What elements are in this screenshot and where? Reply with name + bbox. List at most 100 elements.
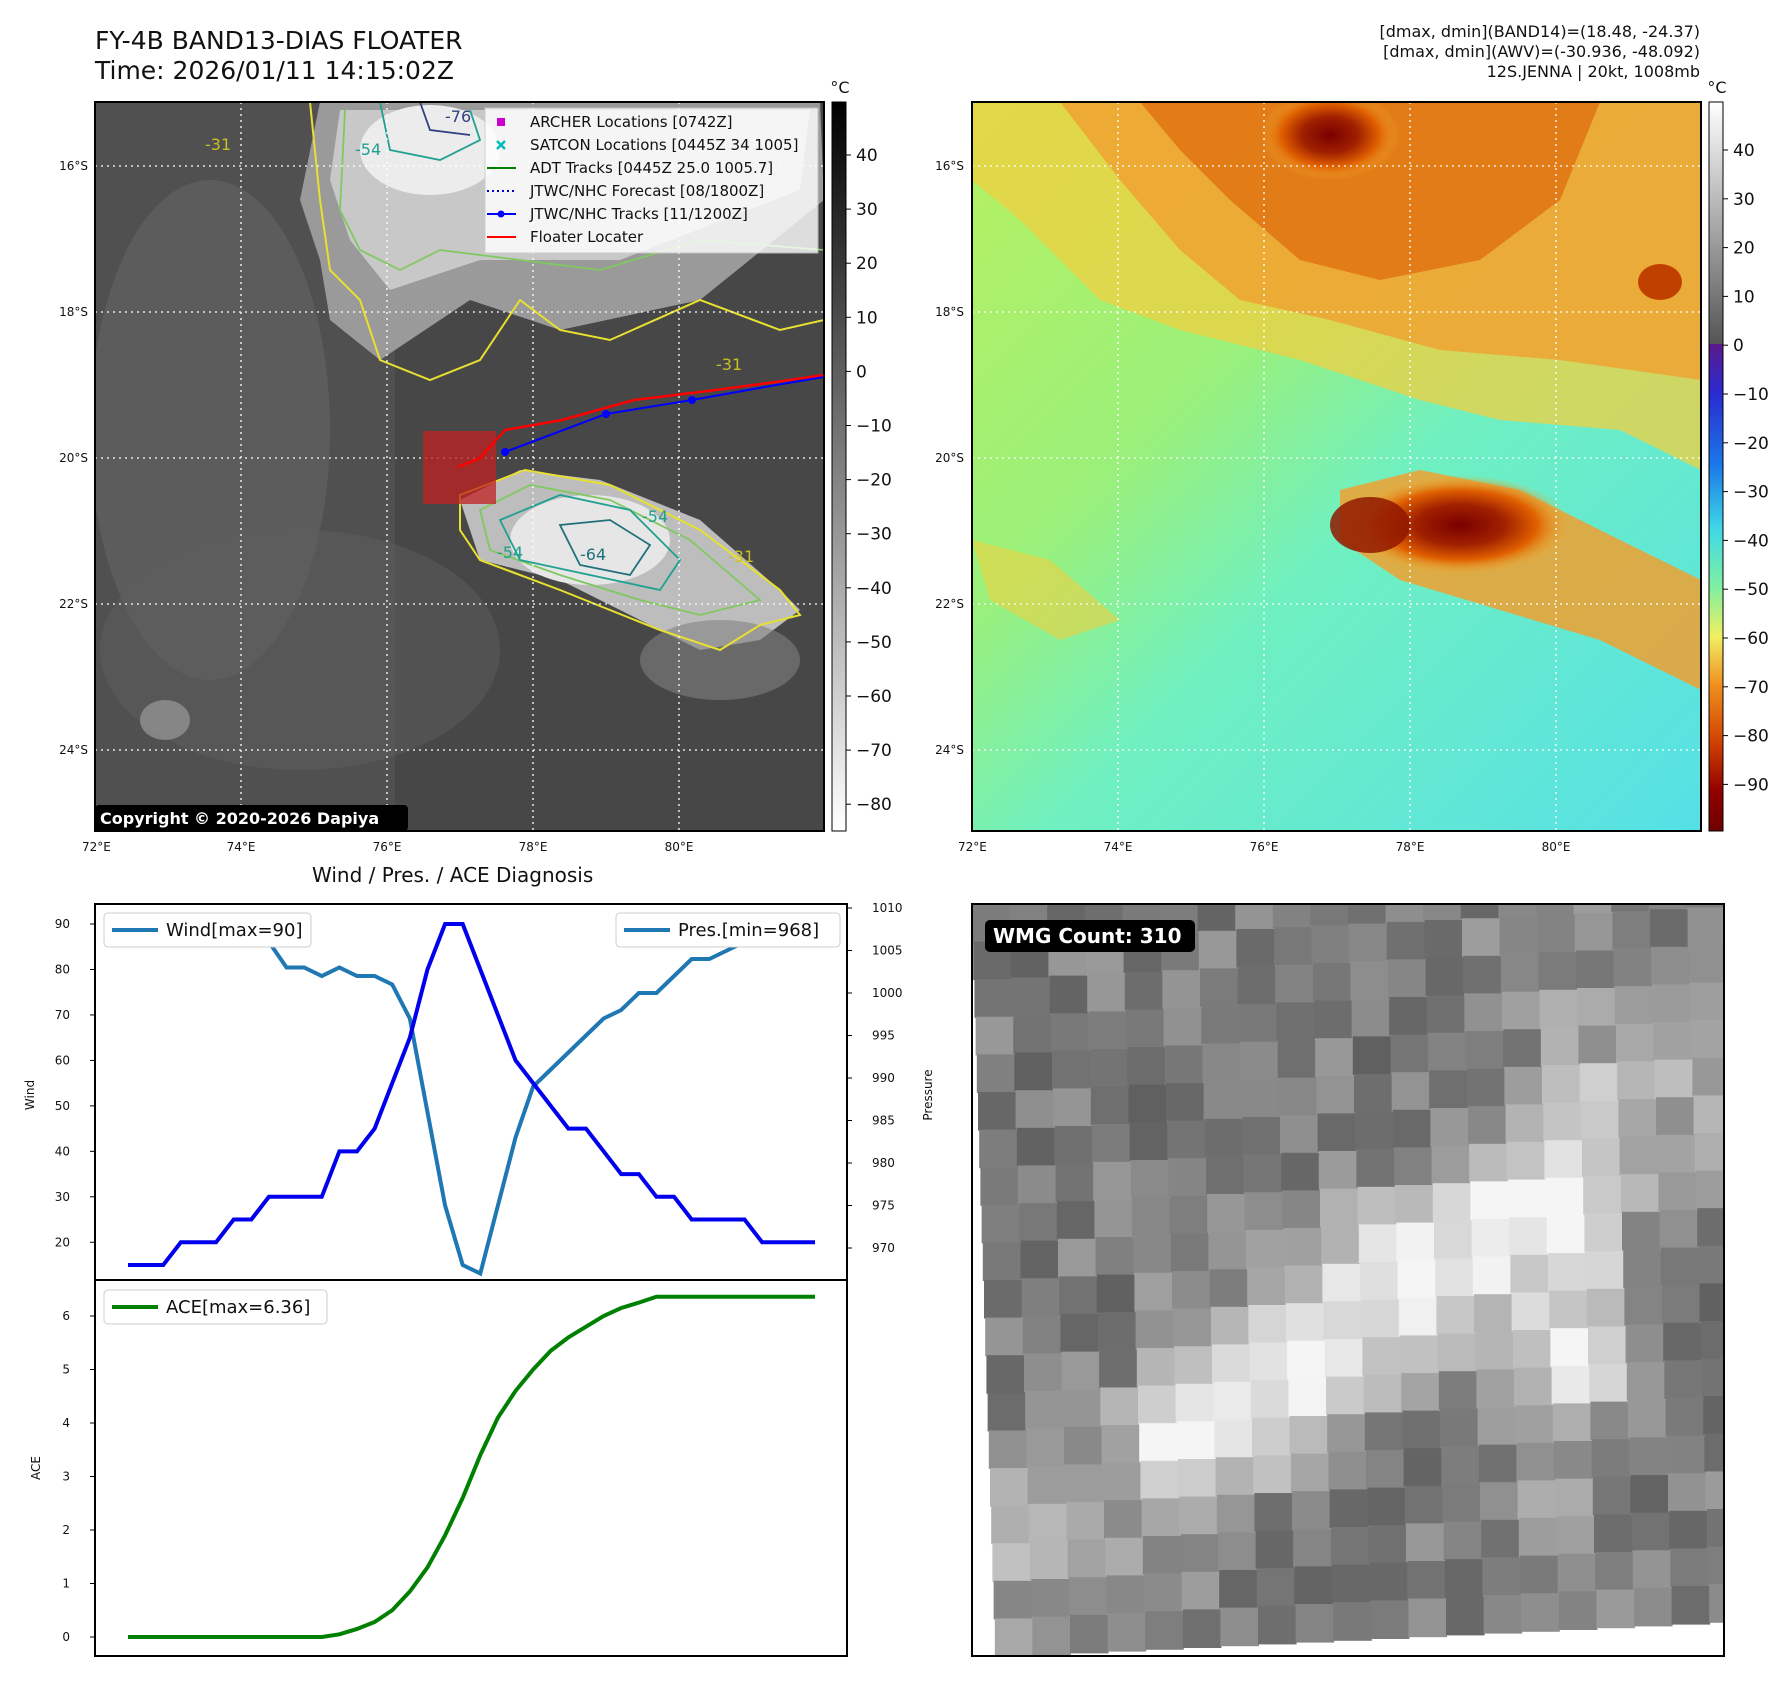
lon-label: 74°E xyxy=(1104,840,1133,854)
pressure-tick-label: 1000 xyxy=(872,986,903,1000)
ace-tick-label: 4 xyxy=(62,1416,70,1430)
ace-tick-label: 3 xyxy=(62,1470,70,1484)
awv-colorbar-tick: −60 xyxy=(1733,629,1769,649)
contour-31-south xyxy=(459,468,802,652)
legend-marker-square xyxy=(497,118,505,126)
floater-locater-track xyxy=(457,373,824,469)
awv-colorbar-warm xyxy=(1709,102,1723,344)
pressure-tick-label: 1005 xyxy=(872,944,903,958)
wind-tick-label: 30 xyxy=(55,1190,70,1204)
wind-legend xyxy=(103,912,312,948)
copyright-text: Copyright © 2020-2026 Dapiya xyxy=(100,809,379,828)
lon-label: 76°E xyxy=(373,840,402,854)
ir-colorbar-unit: °C xyxy=(830,78,849,97)
lon-label: 76°E xyxy=(1250,840,1279,854)
pressure-legend xyxy=(615,912,841,948)
lat-label: 20°S xyxy=(935,451,964,465)
pressure-tick-label: 975 xyxy=(872,1199,895,1213)
awv-colorbar-unit: °C xyxy=(1707,78,1726,97)
wind-tick-label: 70 xyxy=(55,1008,70,1022)
awv-colorbar-tick: −70 xyxy=(1733,678,1769,698)
awv-colorbar-tick: −30 xyxy=(1733,483,1769,503)
awv-colorbar-tick: 0 xyxy=(1733,336,1744,356)
pressure-tick-label: 970 xyxy=(872,1241,895,1255)
lat-label: 16°S xyxy=(59,159,88,173)
wind-tick-label: 50 xyxy=(55,1099,70,1113)
ir-colorbar-ticks: 40 30 20 10 0 −10 −20 −30 −40 −50 −60 −70 −80 xyxy=(846,146,892,815)
legend-label: Floater Locater xyxy=(530,228,644,246)
cold-cloud-south xyxy=(1350,475,1570,575)
pressure-tick-label: 995 xyxy=(872,1029,895,1043)
pressure-tick-label: 1010 xyxy=(872,901,903,915)
contour-31-north xyxy=(309,102,824,382)
ir-colorbar-tick: −50 xyxy=(856,633,892,653)
wmg-count-badge xyxy=(985,920,1195,952)
lon-label: 74°E xyxy=(227,840,256,854)
lon-label: 80°E xyxy=(1542,840,1571,854)
lon-label: 72°E xyxy=(82,840,111,854)
wind-axis-label: Wind xyxy=(23,1080,37,1110)
contour-label: -31 xyxy=(728,547,754,566)
awv-map-panel: 72°E 74°E 76°E 78°E 80°E 16°S 18°S 20°S … xyxy=(935,78,1769,854)
ir-colorbar-tick: 10 xyxy=(856,308,878,328)
ir-colorbar-tick: −20 xyxy=(856,471,892,491)
wind-pressure-chart: 90 80 70 60 50 40 30 20 1010 1005 1000 995 990 985 98… xyxy=(23,901,935,1281)
lat-label: 24°S xyxy=(935,743,964,757)
pressure-legend-label: Pres.[min=968] xyxy=(678,920,819,941)
ir-colorbar-tick: 0 xyxy=(856,362,867,382)
contour-label: -54 xyxy=(642,507,668,526)
wmg-panel: WMG Count: 310 xyxy=(971,903,1725,1657)
lat-label: 22°S xyxy=(935,597,964,611)
ir-colorbar-tick: −30 xyxy=(856,525,892,545)
stats-line-2: [dmax, dmin](AWV)=(-30.936, -48.092) xyxy=(1383,42,1700,61)
diagnosis-title: Wind / Pres. / ACE Diagnosis xyxy=(312,863,594,887)
awv-colorbar-tick: 30 xyxy=(1733,190,1755,210)
ace-legend xyxy=(103,1289,328,1325)
contour-label: -54 xyxy=(497,543,523,562)
awv-colorbar-tick: 20 xyxy=(1733,239,1755,259)
track-legend xyxy=(484,107,819,254)
ir-colorbar-tick: −10 xyxy=(856,417,892,437)
wind-tick-label: 60 xyxy=(55,1053,70,1067)
wind-tick-label: 40 xyxy=(55,1144,70,1158)
ace-legend-label: ACE[max=6.36] xyxy=(166,1297,310,1318)
contour-label: -64 xyxy=(580,545,606,564)
ir-colorbar-tick: 20 xyxy=(856,254,878,274)
ir-colorbar-tick: −60 xyxy=(856,687,892,707)
legend-marker-x xyxy=(496,140,506,150)
ace-series-line xyxy=(128,1294,815,1639)
awv-colorbar-tick: −20 xyxy=(1733,434,1769,454)
stats-line-1: [dmax, dmin](BAND14)=(18.48, -24.37) xyxy=(1379,22,1701,41)
legend-marker-line-dot xyxy=(487,210,516,218)
ir-colorbar-tick: 30 xyxy=(856,200,878,220)
ace-tick-label: 0 xyxy=(62,1630,70,1644)
cold-cloud-north xyxy=(1260,102,1400,180)
lat-label: 18°S xyxy=(59,305,88,319)
lat-label: 22°S xyxy=(59,597,88,611)
contour-label: -54 xyxy=(355,140,381,159)
copyright-badge xyxy=(95,805,408,831)
awv-colorbar-ticks: 40 30 20 10 0 −10 −20 −30 −40 −50 −60 −70 −80 −90 xyxy=(1723,141,1769,795)
ir-gridlines xyxy=(95,102,824,831)
legend-label: SATCON Locations [0445Z 34 1005] xyxy=(530,136,798,154)
ir-colorbar-tick: −40 xyxy=(856,579,892,599)
lat-label: 24°S xyxy=(59,743,88,757)
ace-chart: 6 5 4 3 2 1 0 ACE ACE[max=6.36] xyxy=(29,1279,848,1657)
pressure-tick-label: 990 xyxy=(872,1071,895,1085)
title-line-2: Time: 2026/01/11 14:15:02Z xyxy=(95,56,454,85)
title-line-1: FY-4B BAND13-DIAS FLOATER xyxy=(95,26,463,55)
legend-label: JTWC/NHC Tracks [11/1200Z] xyxy=(529,205,748,223)
wmg-tiles xyxy=(972,904,1724,1656)
ir-colorbar-tick: −70 xyxy=(856,741,892,761)
storm-info: 12S.JENNA | 20kt, 1008mb xyxy=(1486,62,1700,81)
contour-label: -31 xyxy=(205,135,231,154)
lon-label: 80°E xyxy=(665,840,694,854)
lon-label: 78°E xyxy=(1396,840,1425,854)
ace-tick-label: 6 xyxy=(62,1309,70,1323)
wind-legend-label: Wind[max=90] xyxy=(166,920,303,941)
wind-tick-label: 80 xyxy=(55,962,70,976)
pressure-axis-label: Pressure xyxy=(921,1069,935,1120)
ir-colorbar xyxy=(831,101,847,832)
wmg-count-text: WMG Count: 310 xyxy=(993,924,1182,948)
